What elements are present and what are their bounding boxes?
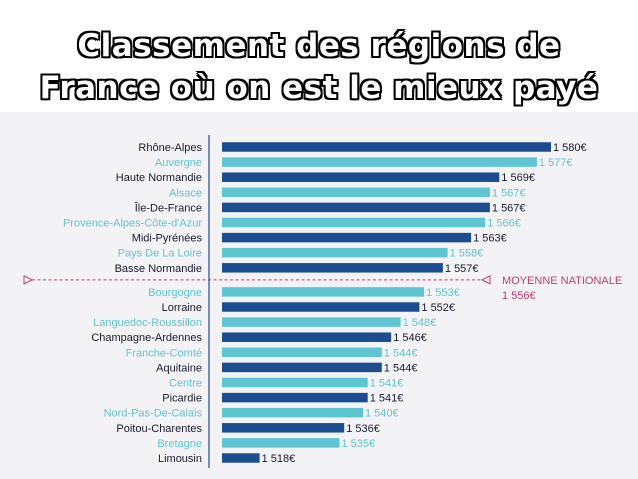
reference-value: 1 556€ — [502, 290, 536, 302]
value-label: 1 553€ — [426, 287, 460, 299]
value-label: 1 536€ — [346, 423, 380, 435]
chart-title-line-2: France où on est le mieux payé — [39, 70, 599, 106]
bar — [222, 438, 340, 448]
region-label: Limousin — [158, 453, 202, 465]
value-label: 1 569€ — [501, 172, 535, 184]
region-label: Auvergne — [155, 157, 202, 169]
region-label: Provence-Alpes-Côte-d'Azur — [63, 218, 202, 230]
bar — [222, 362, 382, 373]
region-label: Basse Normandie — [115, 263, 202, 275]
region-label: Aquitaine — [156, 362, 202, 374]
bar — [222, 217, 486, 228]
chart-title-line-1: Classement des régions de — [77, 28, 561, 64]
value-label: 1 566€ — [487, 218, 521, 230]
reference-label: MOYENNE NATIONALE — [502, 275, 622, 287]
bar — [222, 423, 345, 433]
value-label: 1 567€ — [492, 202, 526, 214]
value-label: 1 580€ — [553, 142, 587, 154]
value-label: 1 552€ — [421, 302, 455, 314]
region-label: Bretagne — [157, 438, 202, 450]
region-label: Franche-Comté — [126, 347, 202, 359]
bar — [222, 377, 368, 388]
value-label: 1 535€ — [342, 438, 376, 450]
value-label: 1 540€ — [365, 408, 399, 420]
region-label: Lorraine — [162, 302, 202, 314]
bar — [222, 317, 401, 327]
value-label: 1 558€ — [450, 248, 484, 260]
region-label: Rhône-Alpes — [138, 142, 202, 154]
region-label: Picardie — [162, 393, 202, 405]
value-label: 1 541€ — [370, 393, 404, 405]
region-label: Champagne-Ardennes — [91, 332, 202, 344]
region-label: Midi-Pyrénées — [132, 233, 203, 245]
bar — [222, 332, 392, 342]
value-label: 1 544€ — [384, 347, 418, 359]
bar — [222, 302, 420, 312]
value-label: 1 557€ — [445, 263, 479, 275]
bar — [222, 232, 472, 243]
bar-chart: Rhône-Alpes 1 580€ Auvergne 1 577€ Haute Nor… — [23, 135, 622, 468]
value-label: 1 541€ — [370, 378, 404, 390]
bar — [222, 287, 425, 297]
bar — [222, 392, 368, 403]
bar — [222, 263, 443, 273]
bar — [222, 157, 537, 167]
value-label: 1 544€ — [384, 362, 418, 374]
region-label: Centre — [169, 378, 202, 390]
value-label: 1 567€ — [492, 187, 526, 199]
value-label: 1 577€ — [539, 157, 573, 169]
region-label: Languedoc-Roussillon — [93, 317, 202, 329]
bar — [222, 202, 490, 213]
value-label: 1 518€ — [262, 453, 296, 465]
region-label: Île-De-France — [134, 201, 202, 214]
region-label: Bourgogne — [148, 287, 202, 299]
value-label: 1 546€ — [393, 332, 427, 344]
reference-arrow-left-icon — [23, 275, 34, 285]
region-label: Alsace — [169, 187, 202, 199]
region-label: Pays De La Loire — [118, 248, 202, 260]
bar — [222, 247, 448, 258]
region-label: Haute Normandie — [116, 172, 202, 184]
bar — [222, 187, 490, 198]
value-label: 1 548€ — [403, 317, 437, 329]
reference-arrow-right-icon — [480, 275, 491, 285]
bar — [222, 142, 551, 152]
bar — [222, 172, 500, 182]
bar — [222, 407, 363, 418]
region-label: Nord-Pas-De-Calais — [104, 408, 203, 420]
bar — [222, 453, 260, 463]
bar — [222, 347, 382, 358]
chart-panel: Rhône-Alpes 1 580€ Auvergne 1 577€ Haute Nor… — [0, 112, 638, 479]
value-label: 1 563€ — [473, 233, 507, 245]
region-label: Poitou-Charentes — [116, 423, 202, 435]
